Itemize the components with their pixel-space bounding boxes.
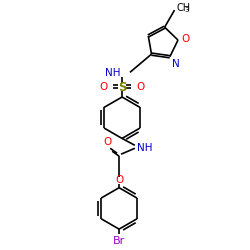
Text: O: O [99,82,107,92]
Text: O: O [103,137,112,147]
Text: O: O [115,175,123,185]
Text: S: S [118,81,126,94]
Text: 3: 3 [184,7,189,13]
Text: Br: Br [113,236,125,246]
Text: N: N [172,59,179,69]
Text: O: O [181,34,189,44]
Text: NH: NH [137,143,152,153]
Text: NH: NH [104,68,120,78]
Text: O: O [137,82,145,92]
Text: CH: CH [176,3,190,13]
